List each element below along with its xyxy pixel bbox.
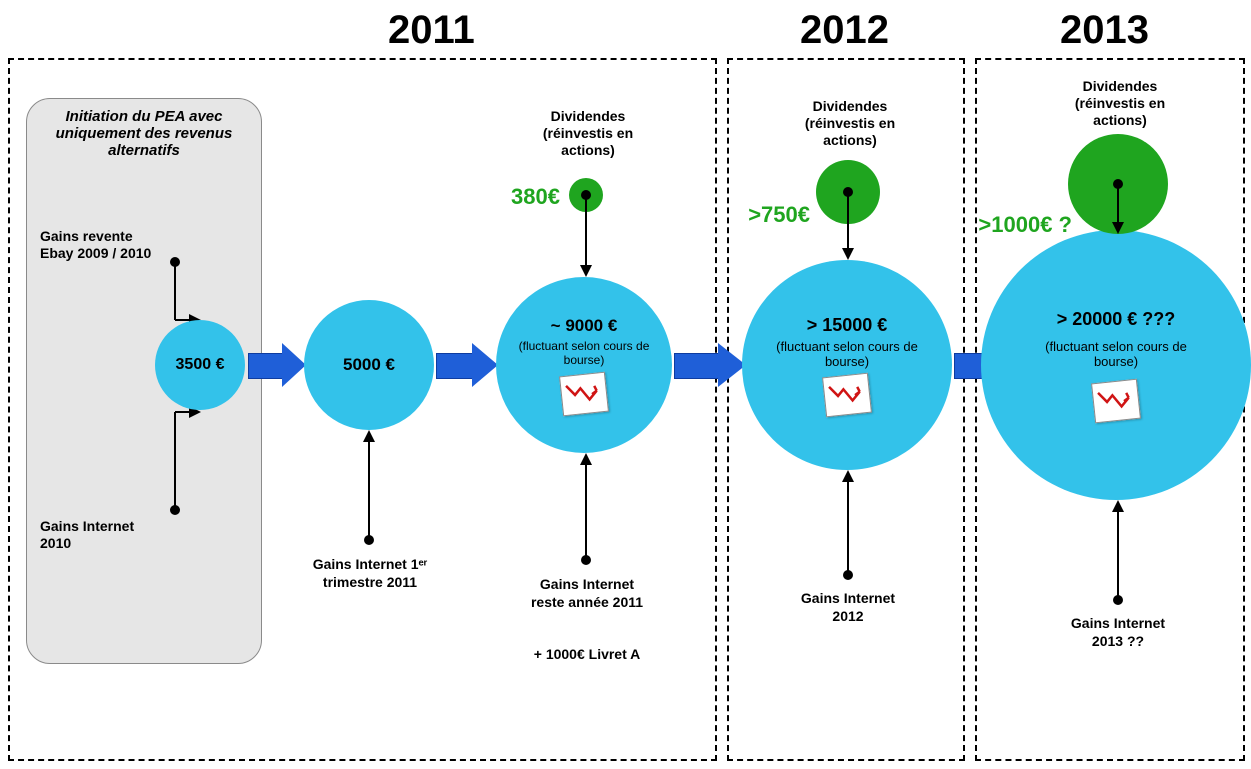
init-top-label: Gains revente Ebay 2009 / 2010 [40,228,160,262]
arrowhead-b5 [1112,500,1124,512]
vline-b3 [585,465,587,560]
node-4: > 15000 € (fluctuant selon cours de bour… [742,260,952,470]
vline-d5 [1117,184,1119,222]
arrowhead-d4 [842,248,854,260]
init-bottom-label: Gains Internet 2010 [40,518,160,552]
node-2-amount: 5000 € [343,355,395,375]
dividend-5-amount: >1000€ ? [962,212,1072,238]
vline-b4 [847,482,849,575]
arrowhead-b3 [580,453,592,465]
initiation-title: Initiation du PEA avec uniquement des re… [40,108,248,159]
chart-icon [559,372,609,417]
label-b4: Gains Internet 2012 [788,590,908,625]
node-3: ~ 9000 € (fluctuant selon cours de bours… [496,277,672,453]
node-4-amount: > 15000 € [807,315,888,336]
node-3-amount: ~ 9000 € [551,316,618,336]
chart-icon [1091,379,1141,424]
node-2: 5000 € [304,300,434,430]
year-title-2011: 2011 [388,8,475,53]
dividend-4-amount: >750€ [720,202,810,228]
vline-b2 [368,442,370,540]
vline-b5 [1117,512,1119,600]
year-title-2012: 2012 [800,8,889,53]
vline-init-top [174,262,176,320]
vline-d4 [847,192,849,248]
node-5: > 20000 € ??? (fluctuant selon cours de … [981,230,1251,500]
init-bottom-label-text: Gains Internet 2010 [40,518,134,551]
node-1-amount: 3500 € [176,356,225,374]
dividend-3-label: Dividendes (réinvestis en actions) [528,108,648,158]
dividend-3-amount: 380€ [488,184,560,210]
node-5-amount: > 20000 € ??? [1046,309,1186,330]
diagram-canvas: 2011 2012 2013 Initiation du PEA avec un… [0,0,1251,769]
chart-icon [822,373,872,418]
vline-d3 [585,195,587,265]
label-b3-line1: Gains Internet reste année 2011 [522,576,652,611]
node-3-note: (fluctuant selon cours de bourse) [514,340,654,368]
dividend-5-label: Dividendes (réinvestis en actions) [1060,78,1180,128]
node-5-note: (fluctuant selon cours de bourse) [1036,340,1196,370]
arrowhead-d5 [1112,222,1124,234]
label-b3-line2: + 1000€ Livret A [522,646,652,664]
node-1: 3500 € [155,320,245,410]
dividend-4-label: Dividendes (réinvestis en actions) [790,98,910,148]
init-top-label-text: Gains revente Ebay 2009 / 2010 [40,228,151,261]
node-4-note: (fluctuant selon cours de bourse) [772,340,922,370]
hline-init-bottom [175,411,189,413]
arrowhead-b4 [842,470,854,482]
year-title-2013: 2013 [1060,8,1149,53]
vline-init-bottom [174,412,176,510]
label-b2: Gains Internet 1ᵉʳ trimestre 2011 [310,556,430,591]
label-b5: Gains Internet 2013 ?? [1058,615,1178,650]
arrowhead-d3 [580,265,592,277]
arrowhead-b2 [363,430,375,442]
